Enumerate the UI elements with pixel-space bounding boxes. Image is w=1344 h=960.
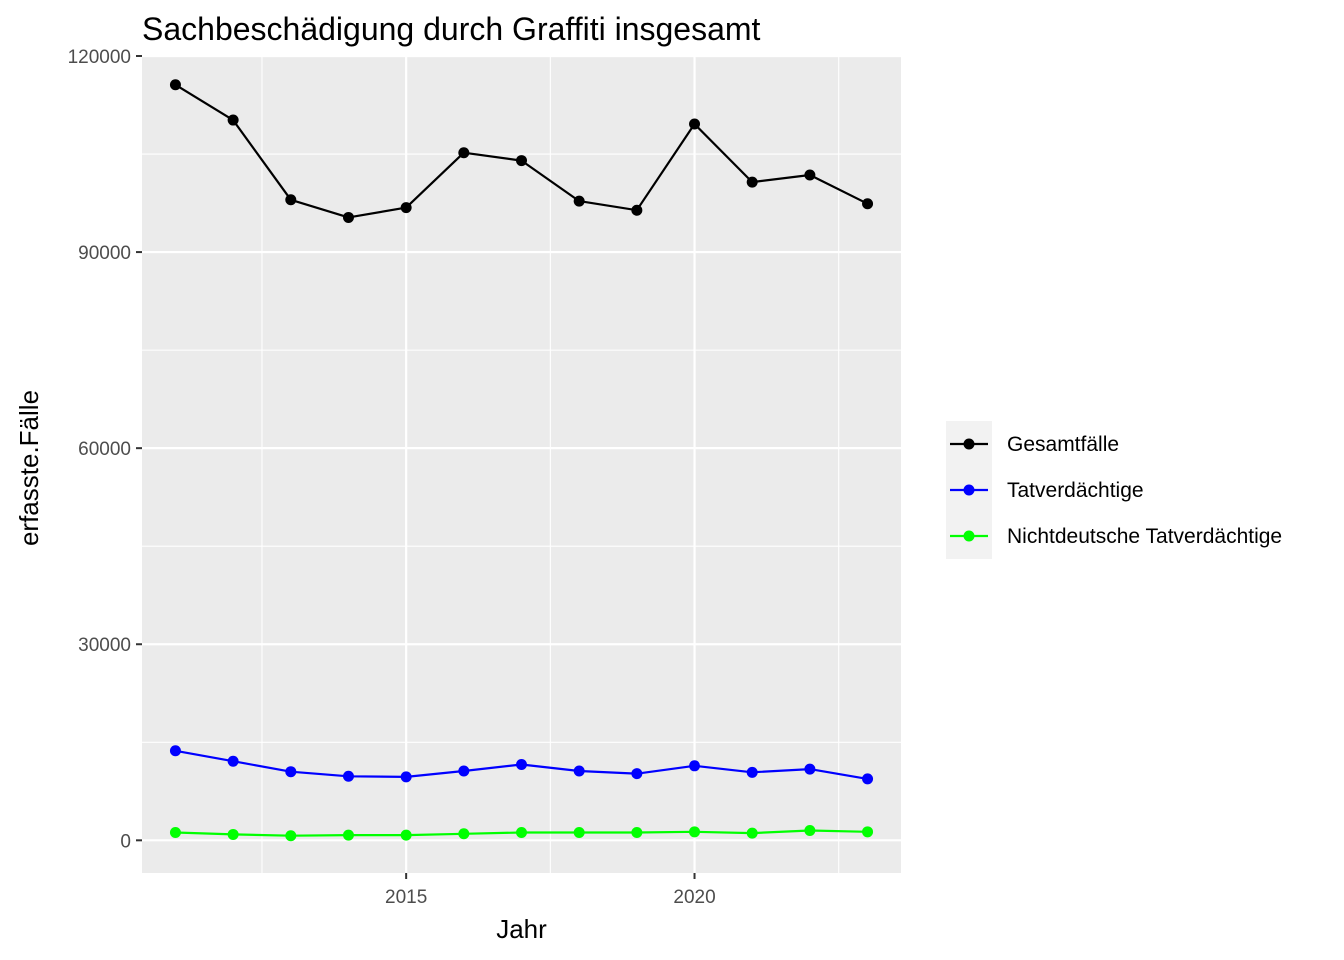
minor-gridlines [142,56,901,873]
data-point [804,169,816,181]
series-layer [169,79,874,842]
x-tick-label: 2020 [673,887,715,908]
data-point [400,202,412,214]
y-tick-label: 120000 [68,47,131,68]
data-point [227,114,239,126]
major-gridlines [142,54,901,873]
data-point [458,765,470,777]
data-point [400,829,412,841]
legend: Gesamtfälle Tatverdächtige Nichtdeutsche T… [946,421,1282,559]
data-point [342,829,354,841]
data-point [689,826,701,838]
data-point [862,773,874,785]
x-axis: 2015 2020 [385,873,716,908]
data-point [169,745,181,757]
legend-key-point [963,530,975,542]
data-point [631,204,643,216]
data-point [862,826,874,838]
y-tick-label: 30000 [78,635,131,656]
data-point [400,771,412,783]
legend-label: Gesamtfälle [1007,433,1119,456]
data-point [631,768,643,780]
legend-label: Nichtdeutsche Tatverdächtige [1007,525,1282,548]
x-axis-title: Jahr [496,914,547,944]
data-point [689,118,701,130]
chart-title: Sachbeschädigung durch Graffiti insgesam… [142,11,761,47]
y-axis-title: erfasste.Fälle [14,390,44,546]
data-point [631,826,643,838]
data-point [285,194,297,206]
data-point [516,155,527,167]
data-point [342,770,354,782]
data-point [458,828,470,840]
plot-panel [142,56,901,873]
data-point [746,827,758,839]
data-point [689,760,701,772]
data-point [746,176,758,188]
data-point [573,195,585,207]
data-point [573,765,585,777]
data-point [458,147,470,159]
data-point [285,830,297,842]
y-tick-label: 90000 [78,243,131,264]
data-point [169,826,181,838]
data-point [862,198,874,210]
data-point [227,828,239,840]
data-point [516,759,527,771]
legend-key-point [963,438,975,450]
y-axis: 0 30000 60000 90000 120000 [68,47,142,852]
data-point [804,825,816,837]
data-point [516,826,527,838]
legend-key-point [963,484,975,496]
data-point [342,211,354,223]
data-point [169,79,181,91]
data-point [804,763,816,775]
y-tick-label: 60000 [78,439,131,460]
data-point [285,766,297,778]
y-tick-label: 0 [120,831,131,852]
data-point [746,766,758,778]
data-point [227,755,239,767]
x-tick-label: 2015 [385,887,427,908]
data-point [573,826,585,838]
legend-label: Tatverdächtige [1007,479,1144,502]
